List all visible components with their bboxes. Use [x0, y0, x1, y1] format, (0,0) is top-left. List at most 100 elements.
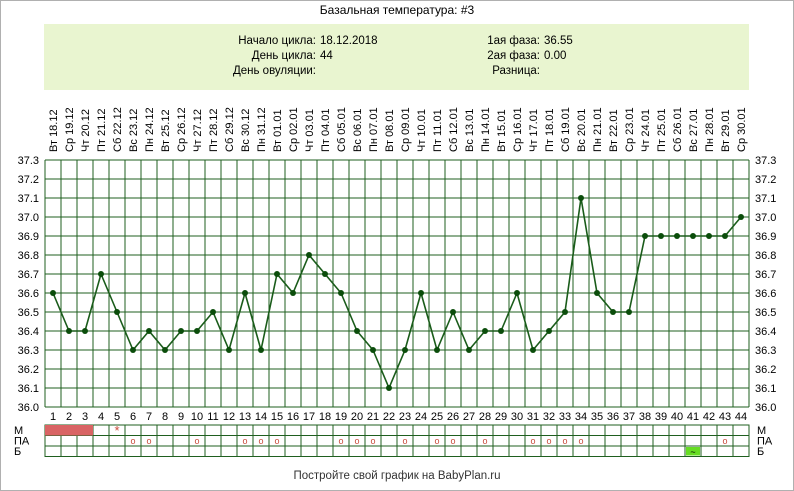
ovulation-day-label: День овуляции:	[232, 65, 316, 77]
temperature-point	[434, 347, 440, 353]
date-label: Вт 25.12	[160, 109, 172, 152]
temperature-point	[242, 290, 248, 296]
y-tick-label-left: 36.6	[18, 288, 39, 300]
temperature-point	[258, 347, 264, 353]
y-tick-label-left: 37.0	[18, 212, 39, 224]
temperature-point	[418, 290, 424, 296]
day-number-label: 24	[415, 411, 427, 423]
day-number-label: 37	[623, 411, 635, 423]
y-tick-label-right: 37.1	[755, 193, 776, 205]
row-label-left: Б	[14, 446, 21, 458]
temperature-point	[98, 271, 104, 277]
date-label: Сб 05.01	[336, 107, 348, 152]
cycle-info-panel: Начало цикла: 18.12.2018 День цикла: 44 …	[44, 24, 749, 90]
difference-label: Разница:	[492, 65, 540, 77]
date-label: Чт 03.01	[304, 109, 316, 152]
day-number-label: 16	[287, 411, 299, 423]
date-label: Пт 28.12	[208, 108, 220, 152]
temperature-point	[690, 233, 696, 239]
cycle-start-label: Начало цикла:	[238, 35, 316, 47]
day-number-label: 41	[687, 411, 699, 423]
date-label: Сб 19.01	[560, 107, 572, 152]
date-label: Ср 23.01	[624, 107, 636, 152]
day-number-label: 10	[191, 411, 203, 423]
temperature-point	[562, 309, 568, 315]
temperature-point	[482, 328, 488, 334]
temperature-point	[722, 233, 728, 239]
temperature-point	[738, 214, 744, 220]
phase2-value: 0.00	[544, 50, 567, 62]
date-label: Вс 30.12	[240, 109, 252, 152]
y-tick-label-right: 36.3	[755, 345, 776, 357]
y-tick-label-left: 36.5	[18, 307, 39, 319]
temperature-point	[194, 328, 200, 334]
y-tick-label-left: 37.3	[18, 155, 39, 167]
day-number-label: 33	[559, 411, 571, 423]
day-number-label: 17	[303, 411, 315, 423]
date-label: Сб 29.12	[224, 107, 236, 152]
temperature-point	[274, 271, 280, 277]
y-tick-label-left: 36.3	[18, 345, 39, 357]
date-label: Сб 22.12	[112, 107, 124, 152]
date-label: Чт 27.12	[192, 109, 204, 152]
temperature-point	[706, 233, 712, 239]
y-tick-label-left: 36.8	[18, 250, 39, 262]
y-tick-label-left: 36.0	[18, 402, 39, 414]
pa-mark: o	[546, 436, 551, 446]
day-number-label: 13	[239, 411, 251, 423]
temperature-point	[594, 290, 600, 296]
date-label: Пт 11.01	[432, 109, 444, 152]
date-label: Пн 07.01	[368, 107, 380, 152]
y-tick-label-right: 36.4	[755, 326, 776, 338]
pa-mark: o	[258, 436, 263, 446]
temperature-point	[306, 252, 312, 258]
day-number-label: 15	[271, 411, 283, 423]
pa-mark: o	[146, 436, 151, 446]
pa-mark: o	[578, 436, 583, 446]
temperature-point	[466, 347, 472, 353]
day-number-label: 22	[383, 411, 395, 423]
menses-star-mark: *	[114, 423, 119, 438]
temperature-point	[642, 233, 648, 239]
day-number-label: 29	[495, 411, 507, 423]
temperature-point	[402, 347, 408, 353]
temperature-point	[210, 309, 216, 315]
date-label: Пн 31.12	[256, 107, 268, 152]
date-label: Пн 24.12	[144, 107, 156, 152]
y-tick-label-right: 36.7	[755, 269, 776, 281]
date-label: Вс 06.01	[352, 109, 364, 152]
y-tick-label-left: 37.2	[18, 174, 39, 186]
day-number-label: 28	[479, 411, 491, 423]
temperature-point	[130, 347, 136, 353]
cycle-day-value: 44	[320, 50, 333, 62]
day-number-label: 31	[527, 411, 539, 423]
date-label: Ср 16.01	[512, 107, 524, 152]
y-tick-label-left: 36.2	[18, 364, 39, 376]
temperature-point	[178, 328, 184, 334]
day-number-label: 34	[575, 411, 587, 423]
row-label-right: М	[757, 425, 766, 437]
temperature-point	[546, 328, 552, 334]
date-label: Вс 13.01	[464, 109, 476, 152]
pa-mark: o	[450, 436, 455, 446]
y-tick-label-right: 36.9	[755, 231, 776, 243]
date-label: Сб 26.01	[672, 107, 684, 152]
date-label: Вт 15.01	[496, 109, 508, 152]
date-label: Пн 28.01	[704, 107, 716, 152]
date-label: Вс 20.01	[576, 109, 588, 152]
date-label: Чт 10.01	[416, 109, 428, 152]
day-number-label: 23	[399, 411, 411, 423]
day-number-label: 2	[66, 411, 72, 423]
pa-mark: o	[530, 436, 535, 446]
chart-title: Базальная температура: #3	[319, 3, 475, 17]
day-number-label: 7	[146, 411, 152, 423]
date-label: Вт 22.01	[608, 109, 620, 152]
day-number-label: 35	[591, 411, 603, 423]
date-label: Ср 26.12	[176, 107, 188, 152]
menses-cell	[77, 425, 93, 436]
day-number-label: 6	[130, 411, 136, 423]
pa-mark: o	[194, 436, 199, 446]
date-label: Пт 18.01	[544, 108, 556, 152]
pa-mark: o	[434, 436, 439, 446]
